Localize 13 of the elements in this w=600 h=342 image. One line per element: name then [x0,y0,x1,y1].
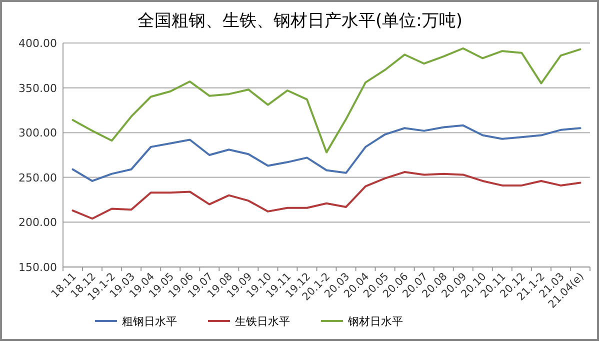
legend-label: 钢材日水平 [347,315,403,328]
line-series [72,47,582,154]
y-tick-label: 250.00 [18,171,57,184]
legend-label: 粗钢日水平 [122,315,177,328]
legend-label: 生铁日水平 [235,315,290,328]
y-tick-label: 200.00 [18,216,57,230]
line-series [72,171,582,220]
chart-title: 全国粗钢、生铁、钢材日产水平(单位:万吨) [138,11,462,31]
y-tick-label: 300.00 [18,126,57,140]
y-tick-label: 350.00 [18,82,57,95]
y-tick-label: 150.00 [18,261,57,274]
line-series [72,124,582,182]
y-tick-label: 400.00 [18,37,57,50]
